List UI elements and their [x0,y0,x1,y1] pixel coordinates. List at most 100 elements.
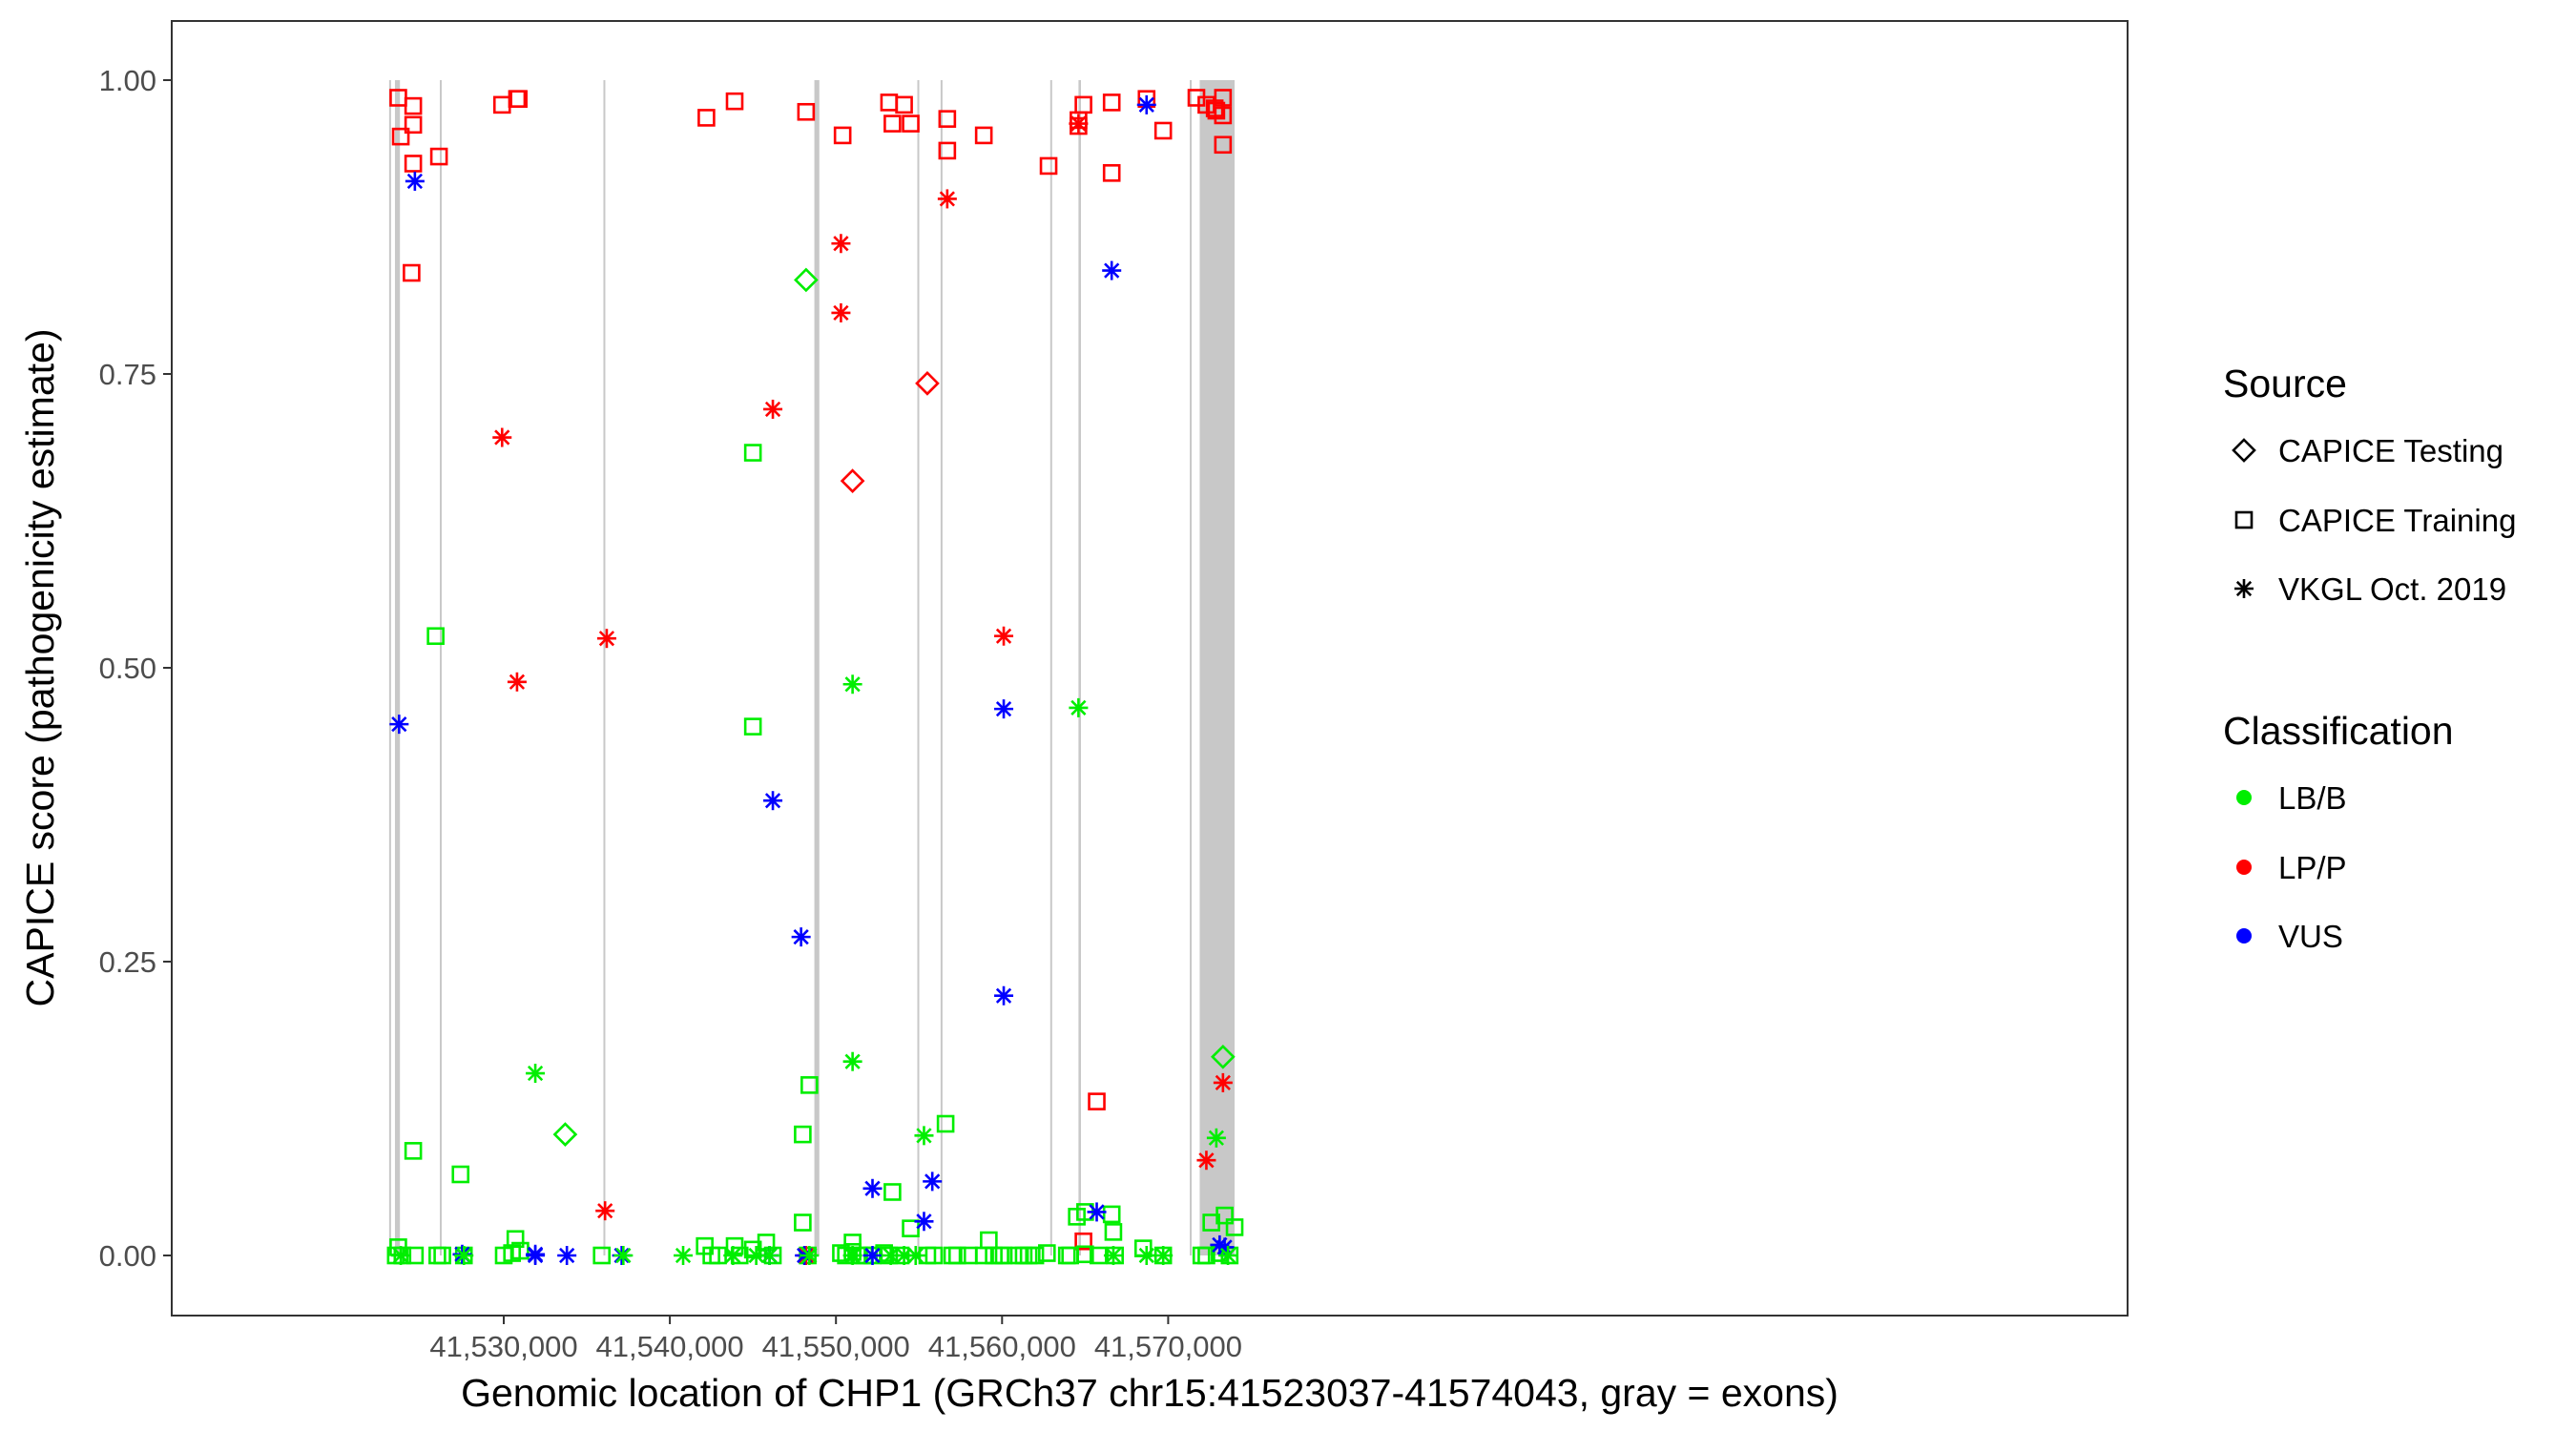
data-point [791,927,811,947]
data-point [404,1142,423,1160]
data-point [507,672,527,692]
data-point [743,444,762,462]
data-point [433,1246,451,1265]
exon-band [394,80,401,1255]
data-point [883,114,902,133]
data-point [862,1178,883,1198]
exon-bands [388,80,1236,1255]
data-point [526,1064,546,1084]
data-point [974,126,993,145]
y-tick-label: 1.00 [99,64,156,97]
data-point [905,1246,925,1265]
data-point [492,427,512,447]
data-point [1039,156,1058,176]
data-point [391,1246,411,1265]
data-point [937,189,957,209]
data-point [883,1183,902,1201]
legend-class-label: LP/P [2278,850,2347,885]
data-point [994,626,1014,646]
data-point [763,399,783,419]
data-point [743,717,762,736]
legend-class-label: LB/B [2278,780,2347,816]
x-tick-label: 41,540,000 [596,1330,744,1363]
data-point [404,96,423,115]
data-point [613,1246,634,1265]
axes: 0.00 0.25 0.50 0.75 1.00 41,530,000 41,540,000… [99,64,1242,1363]
data-point [526,1246,546,1265]
data-point [842,674,862,695]
y-tick-label: 0.00 [99,1239,156,1273]
data-point [1026,1246,1045,1265]
data-point [1102,1205,1121,1224]
data-point [595,1201,615,1221]
data-point [552,1122,578,1147]
data-point [936,1114,955,1133]
data-point [1214,135,1233,155]
exon-band [439,80,442,1255]
exon-band [814,80,820,1255]
data-point [1197,1246,1215,1265]
data-point [1069,114,1089,134]
data-point [1088,1092,1106,1110]
data-point [862,1246,883,1265]
exon-band [1190,80,1193,1255]
data-point [1038,1244,1056,1262]
data-point [454,1246,474,1265]
data-point [404,155,423,173]
data-point [833,126,852,145]
data-point [725,92,744,111]
data-point [1087,1202,1107,1222]
data-point [1215,1206,1234,1225]
data-point [674,1246,694,1265]
data-point [1218,1246,1238,1265]
data-point [403,263,421,282]
legend-class-key [2236,860,2252,875]
data-point [1136,1246,1156,1265]
data-point [596,629,616,649]
data-point [840,468,865,493]
data-point [697,109,716,127]
data-points [386,89,1244,1265]
data-point [1211,1044,1236,1069]
data-point [938,110,957,128]
exon-band [1049,80,1052,1255]
exon-band [1078,80,1081,1255]
data-point [763,791,783,811]
legend: Source CAPICE Testing CAPICE Training VKGL … [2223,362,2516,954]
data-point [1074,1232,1092,1251]
data-point [914,1212,934,1232]
data-point [915,371,940,396]
y-tick-label: 0.50 [99,652,156,685]
data-point [994,985,1014,1006]
legend-source-key [2232,438,2256,463]
data-point [1102,93,1121,112]
data-point [800,1246,820,1265]
data-point [794,1213,812,1232]
data-point [1214,89,1233,107]
data-point [389,715,409,735]
data-point [947,1246,966,1265]
exon-band [388,80,391,1255]
data-point [914,1126,934,1146]
data-point [1206,1128,1226,1148]
data-point [451,1165,470,1184]
x-tick-label: 41,550,000 [762,1330,910,1363]
data-point [404,115,423,135]
legend-class-key [2236,928,2252,944]
legend-source-label: VKGL Oct. 2019 [2278,571,2506,607]
x-tick-label: 41,570,000 [1094,1330,1242,1363]
exon-band [603,80,606,1255]
data-point [842,1246,862,1265]
legend-source-key [2234,510,2254,529]
x-tick-label: 41,530,000 [429,1330,577,1363]
data-point [895,95,913,114]
data-point [994,699,1014,719]
y-tick-label: 0.75 [99,358,156,391]
data-point [1153,1246,1174,1265]
data-point [1102,260,1122,280]
data-point [509,90,528,109]
legend-source-title: Source [2223,362,2347,405]
data-point [592,1246,612,1265]
data-point [831,234,851,254]
